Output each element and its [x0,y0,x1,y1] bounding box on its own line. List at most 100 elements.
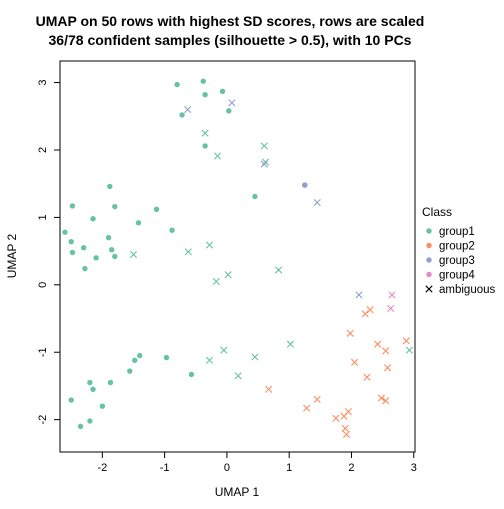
legend-marker [426,271,432,278]
group1-point [107,379,114,386]
y-tick-label: -2 [37,415,49,425]
legend-item-group3: group3 [426,255,475,267]
y-tick-label: 2 [37,147,49,153]
ambiguous-point [251,353,259,361]
group1-point [252,193,258,200]
legend-item-group4: group4 [426,270,475,282]
ambiguous-point [340,412,348,420]
group1-point [77,423,84,430]
legend-marker [426,257,432,263]
ambiguous-point [213,152,222,160]
group1-point [226,108,232,114]
group1-point [107,183,113,190]
ambiguous-point [260,142,268,150]
group1-point [105,234,112,241]
group1-point [200,78,206,84]
x-tick-label: 3 [411,462,417,474]
legend-label: group1 [439,226,475,238]
plot-frame [59,60,416,453]
group1-point [69,203,76,209]
ambiguous-point [184,105,192,114]
group3-point [302,182,308,188]
legend-marker [425,285,433,293]
group1-point [179,112,185,118]
group1-point [68,238,74,245]
group1-point [90,386,96,393]
legend-marker [426,228,432,234]
points-layer [62,78,413,439]
group1-point [174,81,180,88]
group1-point [112,253,118,260]
group1-point [202,143,208,149]
ambiguous-point [286,340,295,348]
group1-point [127,368,133,374]
ambiguous-point [342,430,351,439]
group1-point [132,357,138,364]
ambiguous-point [361,310,369,318]
group1-point [82,265,88,272]
ambiguous-point [382,397,390,405]
ambiguous-point [205,356,214,364]
x-tick-label: 1 [286,462,292,474]
group1-point [108,247,115,253]
ambiguous-point [387,304,395,312]
ambiguous-point [363,373,371,381]
group1-point [188,371,195,378]
group1-point [90,216,96,222]
legend-item-group2: group2 [426,241,475,253]
ambiguous-point [129,250,138,259]
ambiguous-point [350,358,359,366]
x-tick-label: 2 [348,462,354,474]
group1-point [87,379,93,386]
ambiguous-point [234,372,242,380]
group1-point [112,203,118,210]
group1-point [135,220,142,226]
legend-title: Class [422,205,452,219]
ambiguous-point [402,337,410,345]
group1-point [80,245,87,251]
legend-label: group3 [439,255,475,267]
ambiguous-point [184,248,192,256]
group1-point [153,206,160,213]
x-axis: -2 -1 0 1 2 3 [97,452,417,474]
ambiguous-point [341,424,349,432]
ambiguous-point [212,277,220,286]
chart-title-line-2: 36/78 confident samples (silhouette > 0.… [49,32,412,48]
x-tick-label: 0 [224,462,230,474]
group1-point [87,418,93,424]
x-axis-title: UMAP 1 [215,485,260,499]
ambiguous-point [313,198,321,207]
group1-point [169,227,175,233]
group1-point [62,229,68,235]
ambiguous-point [265,385,273,393]
ambiguous-point [303,404,311,412]
legend-label: ambiguous [439,284,496,296]
group1-point [68,397,74,403]
y-tick-label: 3 [37,80,49,86]
ambiguous-point [201,129,209,137]
legend-item-ambiguous: ambiguous [425,284,496,296]
ambiguous-point [228,99,236,107]
legend-label: group2 [439,241,475,253]
ambiguous-point [346,329,354,337]
ambiguous-point [313,395,321,404]
ambiguous-point [374,340,382,348]
ambiguous-point [275,266,283,274]
y-tick-label: 1 [37,214,49,220]
group1-point [202,92,208,98]
ambiguous-point [355,291,363,299]
ambiguous-point [382,347,390,355]
ambiguous-point [205,241,214,249]
ambiguous-point [224,271,232,279]
x-tick-label: -2 [97,462,107,474]
group1-point [93,255,99,261]
ambiguous-point [384,364,392,372]
group1-point [163,354,170,361]
legend-marker [426,242,432,249]
group1-point [137,352,143,359]
y-axis: -2 -1 0 1 2 3 [37,80,60,425]
x-tick-label: -1 [160,462,170,474]
group1-point [69,249,76,256]
